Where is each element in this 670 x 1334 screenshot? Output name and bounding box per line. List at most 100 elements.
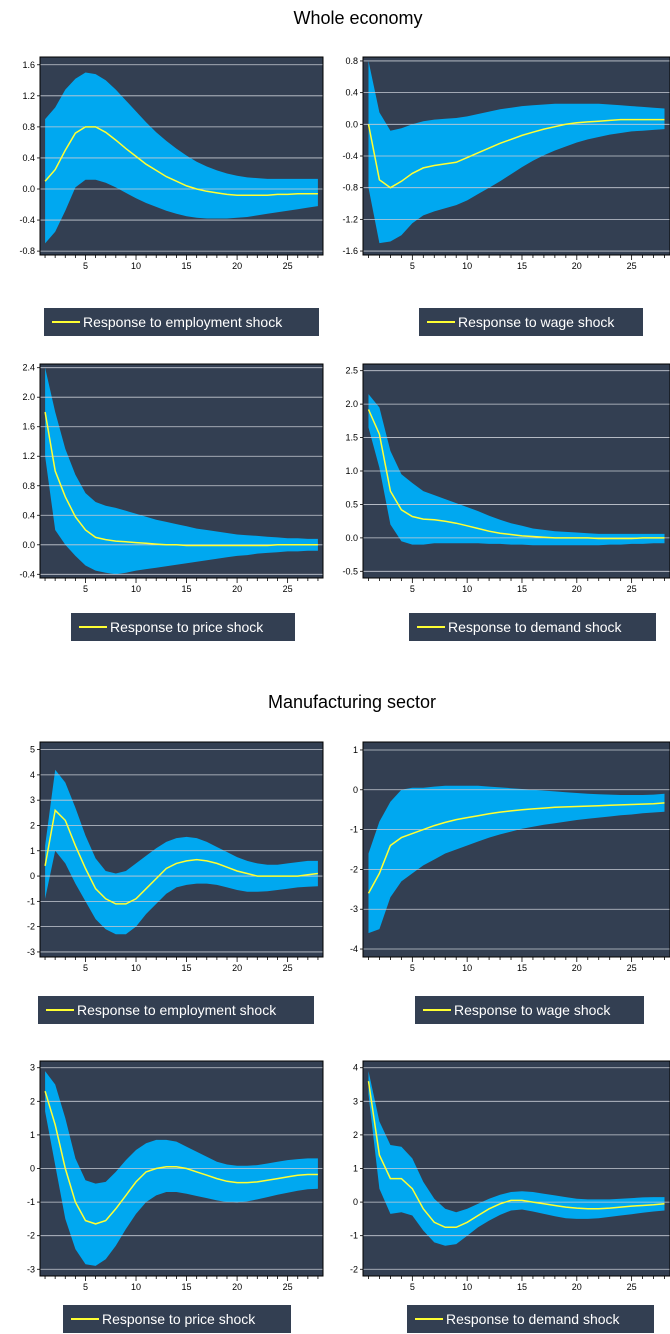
y-tick-label: 2.5 (345, 366, 358, 376)
y-tick-label: 0.4 (22, 510, 35, 520)
x-tick-label: 25 (283, 1282, 293, 1292)
x-tick-label: 15 (517, 584, 527, 594)
response-line (367, 118, 665, 189)
y-tick-label: -0.5 (342, 566, 358, 576)
y-tick-label: 1.5 (345, 433, 358, 443)
chart-panel-1: -1.6 -1.2 -0.8 -0.4 0.0 0.4 0.8 5 10 15 20 25 Respon… (342, 56, 670, 336)
legend-label: Response to wage shock (458, 314, 615, 330)
x-tick-label: 15 (182, 261, 192, 271)
x-tick-label: 25 (283, 261, 293, 271)
legend-response-to-wage-shock: Response to wage shock (419, 308, 643, 336)
legend-box (63, 1305, 291, 1333)
y-tick-label: -2 (27, 922, 35, 932)
x-tick-label: 15 (517, 1282, 527, 1292)
section-title-manufacturing: Manufacturing sector (268, 692, 436, 712)
response-line (367, 802, 665, 894)
x-tick-label: 10 (462, 1282, 472, 1292)
y-tick-label: 1.6 (22, 60, 35, 70)
x-tick-label: 10 (462, 584, 472, 594)
y-tick-label: 1.2 (22, 451, 35, 461)
confidence-band (45, 367, 318, 575)
chart-panel-4: -3 -2 -1 0 1 2 3 4 5 5 10 15 20 25 Response to employm… (27, 741, 324, 1024)
x-tick-label: 5 (410, 584, 415, 594)
y-tick-label: 5 (30, 745, 35, 755)
x-tick-label: 5 (410, 963, 415, 973)
legend-response-to-demand-shock: Response to demand shock (407, 1305, 654, 1333)
legend-label: Response to price shock (110, 619, 264, 635)
y-tick-label: -0.4 (342, 151, 358, 161)
legend-box (38, 996, 314, 1024)
y-tick-label: 0 (30, 871, 35, 881)
y-tick-label: 0.0 (345, 533, 358, 543)
plot-frame (39, 363, 324, 579)
chart-panel-6: -3 -2 -1 0 1 2 3 5 10 15 20 25 Response to price sho… (27, 1060, 324, 1333)
legend-box (419, 308, 643, 336)
y-tick-label: -1 (350, 825, 358, 835)
y-tick-label: 1.6 (22, 422, 35, 432)
y-tick-label: 1 (30, 1130, 35, 1140)
y-tick-label: 1.0 (345, 466, 358, 476)
x-tick-label: 20 (232, 261, 242, 271)
y-tick-label: 2 (30, 820, 35, 830)
x-tick-label: 20 (232, 963, 242, 973)
response-line (44, 1090, 318, 1225)
y-tick-label: -1.6 (342, 246, 358, 256)
legend-box (409, 613, 656, 641)
legend-label: Response to demand shock (446, 1311, 621, 1327)
plot-frame (39, 56, 324, 256)
legend-box (44, 308, 319, 336)
response-line (44, 808, 318, 905)
x-tick-label: 25 (627, 1282, 637, 1292)
y-tick-label: 2.0 (22, 392, 35, 402)
y-tick-label: -0.8 (19, 246, 35, 256)
y-tick-label: 0.8 (22, 481, 35, 491)
y-tick-label: 0.8 (345, 56, 358, 66)
x-tick-label: 25 (627, 261, 637, 271)
x-tick-label: 5 (83, 261, 88, 271)
x-tick-label: 5 (83, 1282, 88, 1292)
chart-panels: -0.8-0.40.00.40.81.21.65 10 15 20 25Response… (19, 56, 670, 1333)
y-tick-label: 0.0 (345, 119, 358, 129)
x-tick-label: 20 (572, 963, 582, 973)
y-tick-label: 1 (353, 745, 358, 755)
y-tick-label: -2 (350, 864, 358, 874)
y-tick-label: 0.0 (22, 184, 35, 194)
chart-panel-3: -0.5 0.0 0.5 1.0 1.5 2.0 2.5 5 10 15 20 25 Response … (342, 363, 670, 641)
y-tick-label: -0.4 (19, 569, 35, 579)
y-tick-label: 0.4 (22, 153, 35, 163)
x-tick-label: 10 (131, 963, 141, 973)
x-tick-label: 25 (283, 963, 293, 973)
confidence-band (368, 61, 665, 244)
x-tick-label: 25 (627, 584, 637, 594)
legend-box (71, 613, 295, 641)
legend-label: Response to employment shock (77, 1002, 277, 1018)
y-tick-label: 1 (353, 1164, 358, 1174)
y-tick-label: -1 (350, 1231, 358, 1241)
x-tick-label: 10 (131, 584, 141, 594)
chart-panel-2: -0.4 0.0 0.4 0.8 1.2 1.6 2.0 2.4 5 10 15 20 25 Respon… (19, 363, 324, 641)
y-tick-label: 2 (353, 1130, 358, 1140)
confidence-band (45, 769, 318, 935)
legend-response-to-price-shock: Response to price shock (71, 613, 295, 641)
y-tick-label: 4 (30, 770, 35, 780)
x-tick-label: 15 (182, 584, 192, 594)
y-tick-label: -1 (27, 896, 35, 906)
response-line (44, 126, 318, 196)
response-line (44, 411, 318, 547)
x-tick-label: 10 (131, 1282, 141, 1292)
y-tick-label: -3 (350, 904, 358, 914)
y-tick-label: 0 (353, 1197, 358, 1207)
y-tick-label: 0.5 (345, 499, 358, 509)
x-tick-label: 10 (131, 261, 141, 271)
y-tick-label: -3 (27, 1264, 35, 1274)
legend-label: Response to wage shock (454, 1002, 611, 1018)
section-title-whole-economy: Whole economy (293, 8, 422, 28)
y-tick-label: -1 (27, 1197, 35, 1207)
y-tick-label: 0.0 (22, 540, 35, 550)
x-tick-label: 25 (283, 584, 293, 594)
y-tick-label: 0 (353, 785, 358, 795)
x-tick-label: 15 (517, 963, 527, 973)
x-tick-label: 5 (410, 1282, 415, 1292)
